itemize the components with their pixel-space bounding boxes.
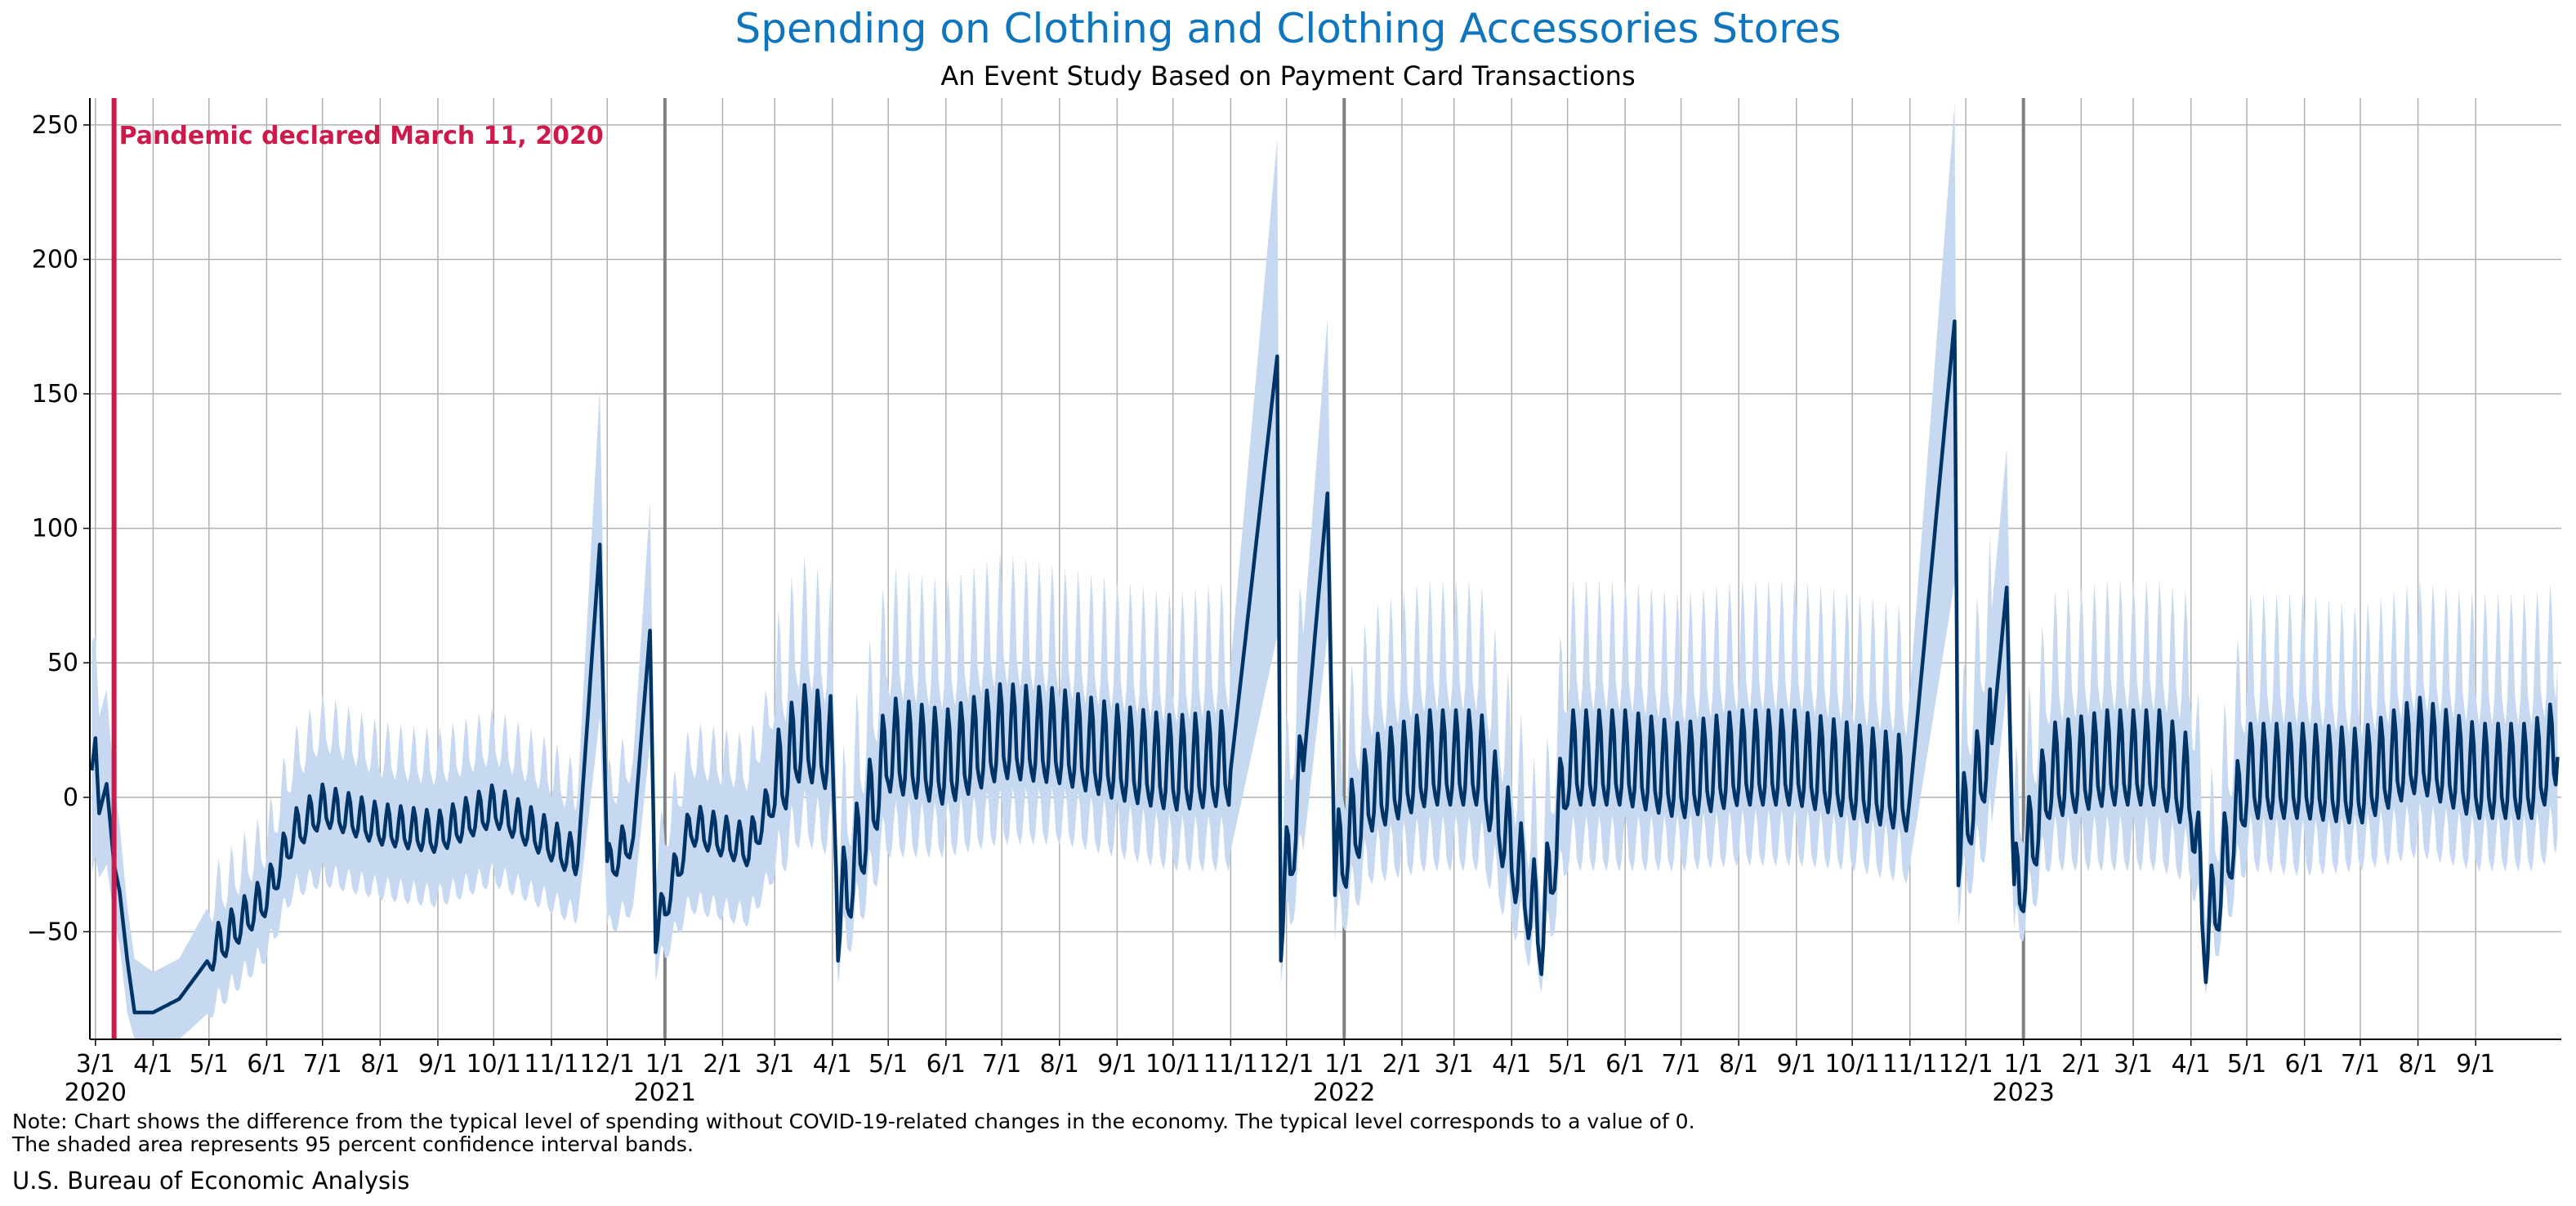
x-tick-label: 8/1 [1040,1050,1079,1079]
x-tick-label: 1/1 [1324,1050,1364,1079]
year-label: 2021 [634,1079,696,1107]
x-tick-label: 8/1 [360,1050,400,1079]
x-tick-label: 12/1 [1259,1050,1314,1079]
x-tick-label: 10/1 [467,1050,521,1079]
y-tick-label: 250 [32,111,78,140]
tick-labels: −50 0 50 100 150 200 250 3/1 4/1 5/1 6/1 7/1 8/1 9/1 1… [27,111,2496,1107]
x-tick-label: 7/1 [982,1050,1021,1079]
x-tick-label: 5/1 [868,1050,908,1079]
x-tick-label: 12/1 [1938,1050,1993,1079]
chart-title: Spending on Clothing and Clothing Access… [734,5,1842,52]
year-label: 2023 [1993,1079,2055,1107]
x-tick-label: 2/1 [2061,1050,2101,1079]
x-tick-label: 5/1 [2227,1050,2266,1079]
y-tick-label: −50 [27,918,78,946]
x-tick-label: 1/1 [645,1050,685,1079]
x-tick-label: 4/1 [2172,1050,2211,1079]
x-tick-label: 7/1 [1661,1050,1700,1079]
x-tick-label: 3/1 [755,1050,794,1079]
y-tick-label: 150 [32,380,78,409]
chart-note: Note: Chart shows the difference from th… [12,1110,1695,1133]
x-tick-label: 3/1 [1435,1050,1474,1079]
x-tick-label: 9/1 [418,1050,458,1079]
x-tick-label: 7/1 [303,1050,342,1079]
chart-subtitle: An Event Study Based on Payment Card Tra… [940,60,1636,92]
x-tick-label: 1/1 [2004,1050,2043,1079]
x-tick-label: 6/1 [1605,1050,1645,1079]
x-tick-label: 4/1 [813,1050,852,1079]
spending-series-line [90,319,2560,1015]
x-tick-label: 9/1 [1777,1050,1816,1079]
x-tick-label: 10/1 [1145,1050,1200,1079]
x-tick-label: 5/1 [1547,1050,1587,1079]
x-tick-label: 7/1 [2341,1050,2380,1079]
x-tick-label: 3/1 [2114,1050,2153,1079]
year-label: 2022 [1313,1079,1375,1107]
y-tick-label: 0 [63,784,78,812]
x-tick-label: 6/1 [2285,1050,2324,1079]
x-tick-label: 4/1 [1492,1050,1531,1079]
confidence-band-group [92,103,2558,1040]
y-tick-label: 50 [47,649,78,677]
x-tick-label: 3/1 [76,1050,115,1079]
y-tick-label: 200 [32,245,78,274]
x-tick-label: 12/1 [580,1050,635,1079]
axes [83,98,2561,1046]
chart-note-confidence: The shaded area represents 95 percent co… [12,1132,694,1156]
x-tick-label: 8/1 [2398,1050,2437,1079]
x-tick-label: 8/1 [1719,1050,1758,1079]
confidence-band [92,103,2558,1040]
event-marker-group: Pandemic declared March 11, 2020 [111,98,604,1039]
x-tick-label: 4/1 [133,1050,172,1079]
y-tick-label: 100 [32,515,78,543]
x-tick-label: 6/1 [926,1050,966,1079]
source-credit: U.S. Bureau of Economic Analysis [12,1167,410,1195]
pandemic-event-label: Pandemic declared March 11, 2020 [119,122,604,150]
x-tick-label: 2/1 [1382,1050,1422,1079]
year-label: 2020 [65,1079,127,1107]
x-tick-label: 9/1 [2456,1050,2495,1079]
series-line-group [90,319,2560,1015]
x-tick-label: 5/1 [190,1050,229,1079]
x-tick-label: 10/1 [1824,1050,1879,1079]
x-tick-label: 11/1 [524,1050,578,1079]
x-tick-label: 11/1 [1203,1050,1258,1079]
x-tick-label: 9/1 [1097,1050,1136,1079]
x-tick-label: 2/1 [703,1050,742,1079]
x-tick-label: 6/1 [247,1050,286,1079]
x-tick-label: 11/1 [1882,1050,1937,1079]
